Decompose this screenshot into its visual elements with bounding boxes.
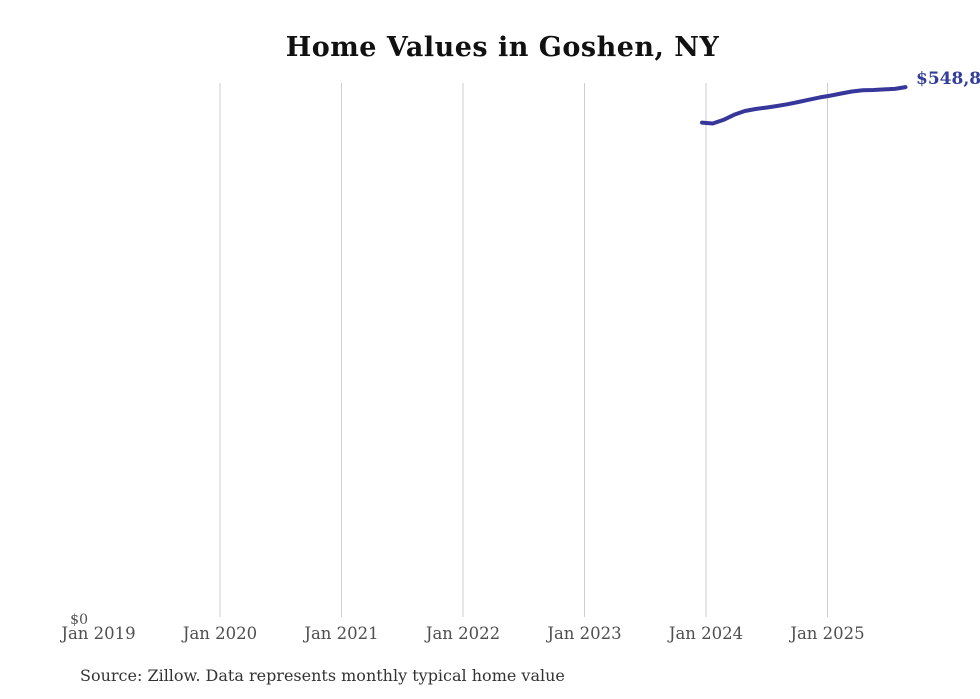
x-tick-label: Jan 2023 [547,624,622,643]
x-tick-label: Jan 2020 [182,624,258,643]
y-axis-zero-label: $0 [70,612,88,628]
x-tick-label: Jan 2025 [790,624,865,643]
x-tick-label: Jan 2022 [425,624,501,643]
latest-value-label: $548,800 [916,69,980,89]
x-tick-label: Jan 2021 [304,624,379,643]
x-tick-label: Jan 2024 [668,624,744,643]
home-value-line [700,85,908,126]
source-note: Source: Zillow. Data represents monthly … [80,666,565,685]
chart-title: Home Values in Goshen, NY [285,32,720,63]
x-tick-label: Jan 2019 [61,624,136,643]
gridlines [219,83,828,617]
